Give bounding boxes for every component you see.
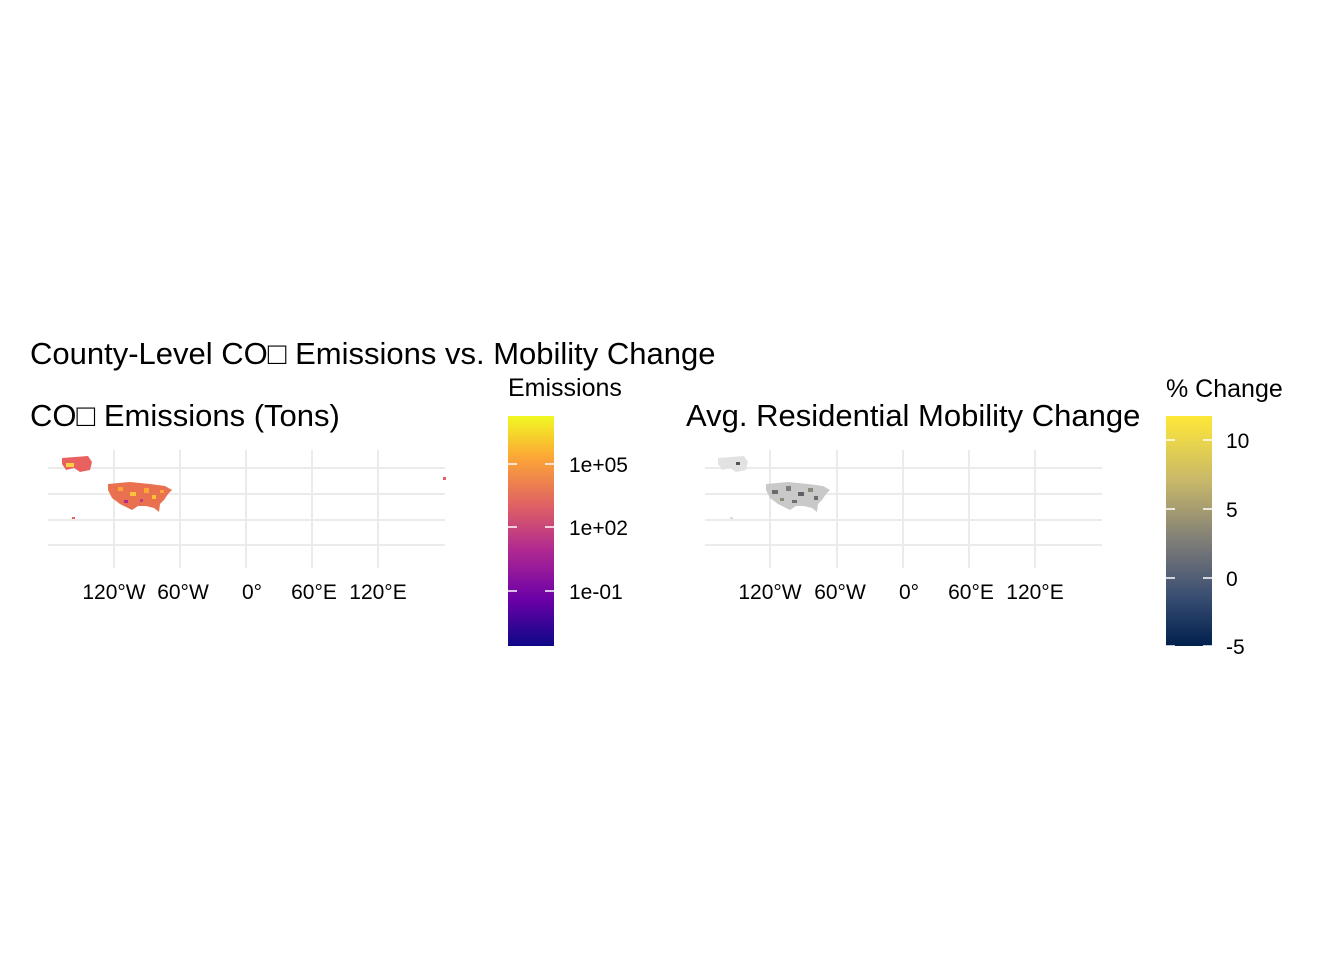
mobility-legend-title: % Change bbox=[1166, 375, 1283, 403]
conterminous-us-shape bbox=[108, 482, 172, 512]
mobility-x-tick: 60°E bbox=[948, 581, 994, 604]
emissions-x-tick: 60°W bbox=[157, 581, 209, 604]
mobility-legend: 10 5 0 -5 bbox=[1166, 416, 1249, 659]
emissions-x-tick: 120°W bbox=[82, 581, 145, 604]
hawaii-shape bbox=[730, 517, 733, 519]
mobility-legend-label: 10 bbox=[1226, 430, 1249, 453]
mobility-x-axis: 120°W 60°W 0° 60°E 120°E bbox=[738, 581, 1063, 604]
mobility-x-tick: 0° bbox=[899, 581, 919, 604]
alaska-data-cell bbox=[736, 462, 740, 465]
small-territory-shape bbox=[443, 477, 446, 480]
emissions-county-highlights bbox=[118, 487, 164, 503]
alaska-shape bbox=[62, 456, 92, 472]
emissions-x-tick: 120°E bbox=[349, 581, 406, 604]
mobility-legend-label: -5 bbox=[1226, 636, 1245, 659]
emissions-legend-label: 1e+05 bbox=[569, 454, 628, 477]
mobility-x-tick: 120°E bbox=[1006, 581, 1063, 604]
mobility-map-counties bbox=[718, 456, 830, 519]
mobility-legend-label: 5 bbox=[1226, 499, 1238, 522]
alaska-shape bbox=[718, 456, 748, 472]
emissions-map-grid bbox=[48, 450, 445, 568]
emissions-legend: 1e+05 1e+02 1e-01 bbox=[508, 416, 628, 646]
figure-title: County-Level CO□ Emissions vs. Mobility … bbox=[30, 336, 716, 371]
mobility-map-grid bbox=[705, 450, 1102, 568]
emissions-legend-label: 1e+02 bbox=[569, 517, 628, 540]
emissions-panel-title: CO□ Emissions (Tons) bbox=[30, 398, 340, 433]
emissions-x-axis: 120°W 60°W 0° 60°E 120°E bbox=[82, 581, 406, 604]
emissions-x-tick: 60°E bbox=[291, 581, 337, 604]
emissions-legend-title: Emissions bbox=[508, 374, 622, 402]
mobility-colorbar bbox=[1166, 416, 1212, 646]
conterminous-us-shape bbox=[766, 482, 830, 512]
mobility-legend-label: 0 bbox=[1226, 568, 1238, 591]
alaska-highlight bbox=[66, 463, 74, 467]
mobility-x-tick: 120°W bbox=[738, 581, 801, 604]
mobility-x-tick: 60°W bbox=[814, 581, 866, 604]
mobility-panel-title: Avg. Residential Mobility Change bbox=[686, 398, 1141, 433]
mobility-county-cells bbox=[772, 486, 818, 503]
emissions-x-tick: 0° bbox=[242, 581, 262, 604]
emissions-colorbar bbox=[508, 416, 554, 646]
hawaii-shape bbox=[72, 517, 75, 519]
emissions-map-counties bbox=[62, 456, 446, 519]
emissions-legend-label: 1e-01 bbox=[569, 581, 623, 604]
